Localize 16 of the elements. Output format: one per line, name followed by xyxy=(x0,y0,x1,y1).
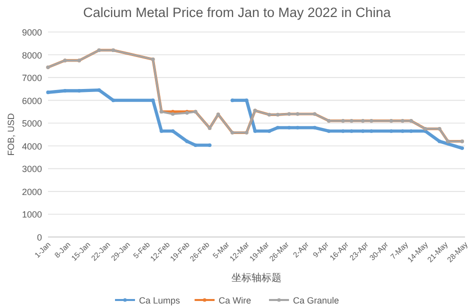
y-tick-label: 6000 xyxy=(22,96,42,106)
chart-title: Calcium Metal Price from Jan to May 2022 in China xyxy=(83,5,392,20)
x-axis-title: 坐标轴标题 xyxy=(232,272,282,284)
y-tick-label: 5000 xyxy=(22,118,42,129)
legend-label: Ca Granule xyxy=(293,296,340,306)
y-tick-label: 1000 xyxy=(22,210,42,220)
y-tick-label: 0 xyxy=(36,232,42,242)
y-tick-label: 2000 xyxy=(22,186,42,197)
y-tick-label: 3000 xyxy=(22,164,42,174)
y-tick-label: 4000 xyxy=(22,141,42,152)
y-tick-label: 8000 xyxy=(22,50,42,60)
y-tick-label: 7000 xyxy=(22,73,42,84)
legend-label: Ca Lumps xyxy=(139,296,181,306)
y-axis-title: FOB, USD xyxy=(6,112,16,156)
legend-label: Ca Wire xyxy=(218,296,252,306)
y-tick-label: 9000 xyxy=(22,28,42,38)
